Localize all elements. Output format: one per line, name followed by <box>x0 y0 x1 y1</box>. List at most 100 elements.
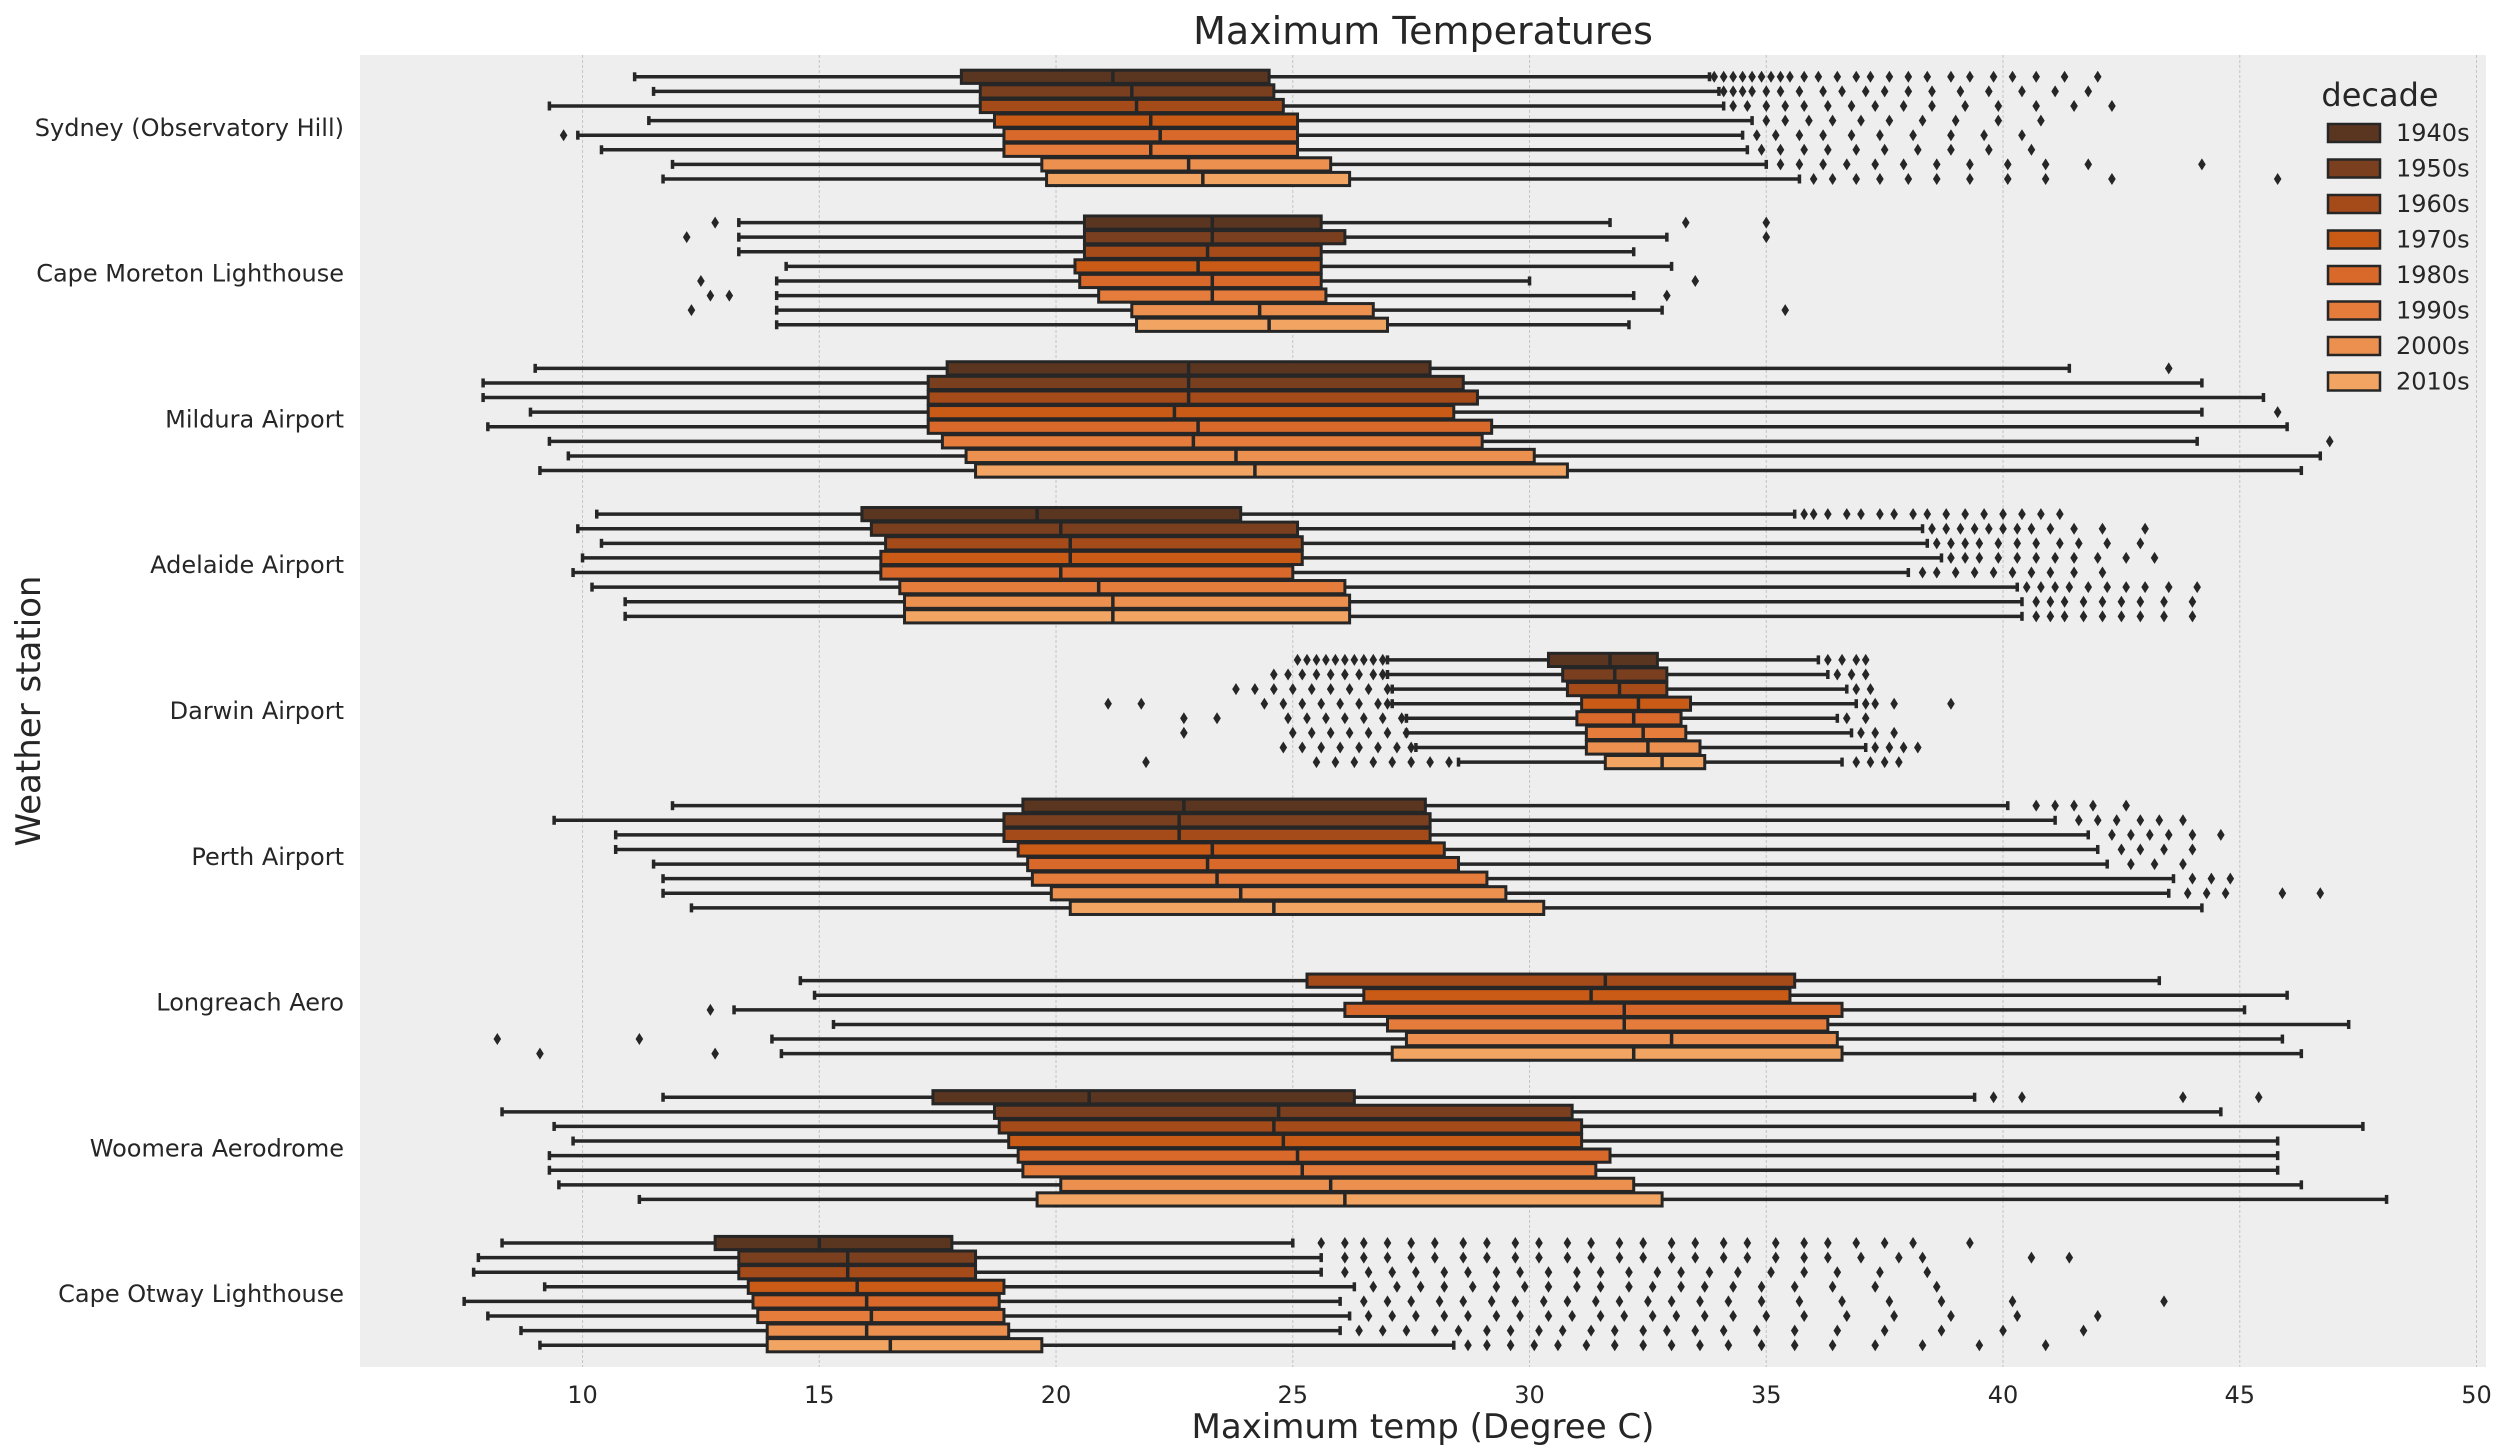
outlier-point <box>1639 1339 1647 1352</box>
box-group <box>670 156 2206 173</box>
outlier-point <box>1393 1280 1401 1293</box>
outlier-point <box>2136 814 2145 827</box>
outlier-point <box>1985 143 1993 156</box>
outlier-point <box>1407 1237 1415 1250</box>
box <box>903 593 1352 610</box>
outlier-point <box>2084 85 2093 98</box>
outlier-point <box>1431 1324 1439 1337</box>
outlier-point <box>1904 85 1913 98</box>
outlier-point <box>2041 1339 2050 1352</box>
box <box>940 433 1484 450</box>
outlier-point <box>2018 85 2026 98</box>
outlier-point <box>1691 1251 1700 1264</box>
box-group <box>651 83 2093 100</box>
box <box>978 83 1276 100</box>
outlier-point <box>1980 129 1988 142</box>
box-group <box>1270 666 1870 683</box>
outlier-point <box>1483 1251 1491 1264</box>
outlier-point <box>2117 610 2126 623</box>
outlier-point <box>2108 828 2116 841</box>
box <box>1305 972 1797 989</box>
outlier-point <box>1440 1310 1449 1323</box>
outlier-point <box>1355 668 1363 681</box>
outlier-point <box>1729 99 1737 112</box>
box <box>713 1234 954 1252</box>
outlier-point <box>1288 683 1297 696</box>
outlier-point <box>1738 70 1747 83</box>
box <box>997 1118 1584 1135</box>
outlier-point <box>1378 653 1387 666</box>
outlier-point <box>1918 1251 1927 1264</box>
outlier-point <box>2117 595 2126 608</box>
outlier-point <box>1795 158 1804 171</box>
outlier-point <box>2150 551 2159 564</box>
outlier-point <box>1516 1266 1524 1279</box>
x-tick-label: 45 <box>2225 1381 2256 1409</box>
outlier-point <box>1341 1251 1349 1264</box>
outlier-point <box>2046 522 2055 535</box>
outlier-point <box>2112 814 2121 827</box>
box <box>1603 754 1707 771</box>
outlier-point <box>2013 537 2022 550</box>
box <box>1580 695 1693 712</box>
outlier-point <box>1729 70 1737 83</box>
x-tick-label: 50 <box>2461 1381 2492 1409</box>
box-group <box>528 404 2282 421</box>
box-group <box>486 1307 2102 1325</box>
outlier-point <box>1918 1339 1927 1352</box>
box-group <box>798 972 2162 989</box>
outlier-point <box>1833 1324 1842 1337</box>
outlier-point <box>2051 551 2059 564</box>
box-group <box>547 1162 2280 1179</box>
outlier-point <box>1800 1251 1808 1264</box>
outlier-point <box>1696 1295 1704 1308</box>
outlier-point <box>1909 129 1917 142</box>
outlier-point <box>2032 537 2040 550</box>
outlier-point <box>2098 610 2107 623</box>
box-group <box>476 1249 2074 1266</box>
outlier-point <box>1388 1310 1397 1323</box>
outlier-point <box>1445 756 1453 769</box>
outlier-point <box>1677 1266 1685 1279</box>
outlier-point <box>1677 1280 1685 1293</box>
outlier-point <box>1544 1280 1553 1293</box>
outlier-point <box>2065 581 2074 594</box>
outlier-point <box>1691 274 1700 287</box>
outlier-point <box>1568 1310 1576 1323</box>
outlier-point <box>2070 99 2078 112</box>
outlier-point <box>1691 1237 1700 1250</box>
outlier-point <box>2018 508 2026 521</box>
box <box>1135 316 1389 333</box>
box-group <box>812 987 2289 1004</box>
outlier-point <box>1824 143 1832 156</box>
box-group <box>706 1001 2247 1018</box>
outlier-point <box>1833 70 1842 83</box>
outlier-point <box>2098 595 2107 608</box>
outlier-point <box>1535 1324 1543 1337</box>
outlier-point <box>1459 1251 1468 1264</box>
y-tick-label: Mildura Airport <box>165 405 344 433</box>
outlier-point <box>1961 537 1969 550</box>
box-group <box>542 1278 1941 1295</box>
box-group <box>571 1132 2280 1150</box>
outlier-point <box>2136 537 2145 550</box>
outlier-point <box>1511 1295 1520 1308</box>
outlier-point <box>2051 85 2059 98</box>
outlier-point <box>1378 712 1387 725</box>
outlier-point <box>2183 887 2192 900</box>
outlier-point <box>1776 143 1785 156</box>
outlier-point <box>2160 610 2168 623</box>
outlier-point <box>1530 1339 1539 1352</box>
outlier-point <box>1824 99 1832 112</box>
outlier-point <box>1819 129 1827 142</box>
outlier-point <box>1369 653 1378 666</box>
outlier-point <box>1790 1339 1799 1352</box>
outlier-point <box>2325 435 2334 448</box>
outlier-point <box>1923 508 1932 521</box>
legend-label: 1990s <box>2396 297 2470 325</box>
outlier-point <box>1999 508 2007 521</box>
outlier-point <box>1928 522 1936 535</box>
outlier-point <box>1345 726 1354 739</box>
outlier-point <box>1876 1266 1884 1279</box>
outlier-point <box>1435 1295 1444 1308</box>
